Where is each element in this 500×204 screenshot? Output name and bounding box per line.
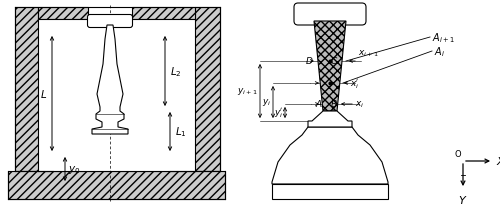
Text: $y_0$: $y_0$ (68, 163, 80, 175)
Text: $x_i$: $x_i$ (355, 99, 364, 110)
Text: $L_2$: $L_2$ (170, 65, 181, 79)
Text: $X$: $X$ (496, 154, 500, 166)
Text: $L$: $L$ (40, 88, 47, 100)
Text: $y_i'$: $y_i'$ (274, 106, 284, 120)
Bar (272, 184, 388, 199)
Polygon shape (15, 8, 53, 171)
Text: $Y$: $Y$ (458, 193, 468, 204)
Polygon shape (272, 127, 388, 184)
Text: $y_i$: $y_i$ (262, 97, 271, 108)
FancyBboxPatch shape (88, 16, 132, 28)
Text: C: C (331, 57, 337, 66)
FancyBboxPatch shape (294, 4, 366, 26)
Bar (38, 20, 195, 171)
Text: $y_{i+1}$: $y_{i+1}$ (238, 86, 258, 97)
Polygon shape (38, 8, 88, 20)
Text: O: O (454, 149, 461, 158)
Polygon shape (92, 26, 128, 134)
Text: $A_{i+1}$: $A_{i+1}$ (432, 31, 455, 45)
Polygon shape (170, 8, 220, 171)
Text: A: A (316, 100, 322, 109)
Text: $A_i$: $A_i$ (434, 45, 445, 59)
Text: D: D (306, 57, 313, 66)
Text: B: B (331, 100, 337, 109)
Polygon shape (8, 171, 225, 199)
Polygon shape (308, 111, 352, 127)
Polygon shape (314, 22, 346, 111)
Text: $L_1$: $L_1$ (175, 124, 187, 138)
Text: $x_{i+1}$: $x_{i+1}$ (358, 48, 378, 59)
Polygon shape (132, 8, 195, 20)
Text: $x_i'$: $x_i'$ (350, 77, 360, 90)
